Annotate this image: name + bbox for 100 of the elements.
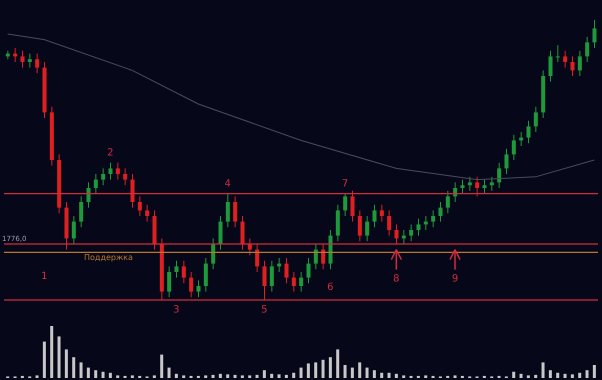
candlestick: [123, 168, 128, 186]
candlestick: [416, 218, 420, 236]
bar: [72, 357, 76, 378]
bar: [58, 336, 61, 378]
bar: [454, 375, 457, 378]
candlestick: [446, 190, 450, 214]
bar: [42, 342, 46, 378]
candlestick: [438, 202, 442, 222]
candlestick: [20, 50, 24, 68]
bar: [168, 368, 171, 378]
candlestick: [380, 204, 384, 222]
candlestick: [138, 196, 142, 216]
candlestick: [28, 53, 32, 68]
bar: [256, 374, 259, 378]
ref-line-label: Поддержка: [84, 253, 134, 262]
candlestick: [116, 162, 120, 180]
bar: [204, 375, 208, 378]
candlestick: [482, 179, 486, 194]
candlestick: [211, 238, 216, 270]
candlestick: [431, 210, 436, 228]
candlestick: [460, 179, 464, 194]
candlestick: [350, 190, 354, 222]
candlestick: [358, 210, 362, 242]
bar: [542, 362, 545, 378]
candlestick: [292, 272, 296, 292]
candlestick: [277, 258, 282, 272]
bar: [578, 372, 582, 378]
candlestick: [343, 193, 348, 216]
bar: [182, 375, 186, 378]
bar: [284, 374, 288, 378]
bar: [366, 368, 369, 378]
candlestick: [592, 20, 596, 48]
annotation: 6: [327, 282, 334, 293]
candlestick: [570, 56, 574, 76]
bar: [50, 326, 54, 378]
candlestick: [86, 182, 90, 208]
text: 3: [173, 304, 180, 316]
candlestick: [72, 216, 76, 244]
bar: [336, 349, 340, 378]
candlestick: [108, 162, 112, 180]
bar: [152, 375, 156, 378]
candlestick: [226, 193, 230, 228]
candlestick: [79, 196, 84, 228]
bar: [372, 370, 376, 378]
candlestick: [424, 216, 428, 230]
candlestick: [13, 48, 18, 62]
bar: [534, 374, 538, 378]
bar: [564, 374, 567, 378]
annotation: 9: [452, 274, 458, 285]
bar: [388, 372, 391, 378]
bar: [314, 362, 318, 378]
candlestick: [504, 148, 508, 174]
bar: [234, 374, 237, 378]
candlestick: [578, 50, 582, 76]
candlestick: [519, 132, 524, 146]
candlestick: [402, 230, 406, 244]
candlestick: [284, 258, 288, 284]
candlestick: [548, 50, 552, 82]
bar: [526, 375, 530, 378]
candlestick: [453, 182, 458, 202]
bar: [160, 354, 164, 378]
candlestick: [145, 204, 150, 222]
candlestick: [204, 258, 208, 292]
bar: [300, 368, 303, 378]
bar: [94, 370, 98, 378]
candlestick: [174, 260, 178, 278]
candlestick: [409, 224, 414, 242]
bar: [102, 372, 105, 378]
candlestick: [306, 258, 310, 284]
bar: [80, 362, 83, 378]
bar: [226, 374, 230, 378]
bar: [586, 370, 589, 378]
candlestick: [262, 260, 266, 300]
bar: [64, 349, 68, 378]
candlestick: [189, 272, 194, 298]
candlestick: [182, 260, 186, 284]
bar: [262, 370, 266, 378]
bar: [350, 368, 354, 378]
candlestick: [94, 174, 98, 194]
bar: [86, 368, 90, 378]
candlestick: [167, 266, 172, 298]
bar: [402, 375, 406, 378]
candlestick: [497, 162, 502, 188]
candlestick: [387, 210, 392, 236]
candlestick: [526, 120, 530, 144]
annotation: 2: [107, 148, 114, 159]
bar: [548, 370, 552, 378]
bar: [306, 363, 310, 378]
candlestick: [512, 134, 516, 160]
candlestick: [299, 272, 304, 292]
candlestick: [233, 196, 238, 228]
bar: [240, 375, 244, 378]
text: 5: [261, 304, 268, 316]
bar: [108, 372, 112, 378]
annotation: 8: [393, 274, 400, 285]
candlestick: [534, 106, 538, 132]
candlestick: [585, 36, 590, 62]
bar: [512, 372, 516, 378]
bar: [520, 374, 523, 378]
candlestick: [101, 168, 106, 186]
